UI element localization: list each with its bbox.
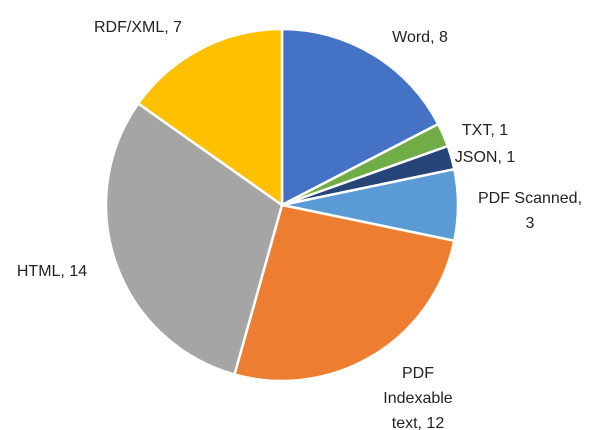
- pie-slice: [232, 203, 456, 383]
- label-line: PDF: [402, 365, 434, 382]
- pie-slice: [280, 27, 440, 208]
- slice-label: Word, 8: [392, 29, 448, 46]
- slice-label: HTML, 14: [17, 263, 87, 280]
- label-line: PDF Scanned,: [478, 190, 582, 207]
- pie-slice: [104, 101, 284, 377]
- pie-slice: [136, 27, 284, 208]
- label-line: 3: [526, 215, 535, 232]
- slice-label: PDF Scanned, 3: [478, 190, 582, 232]
- slice-label: JSON, 1: [455, 149, 516, 166]
- label-line: Word, 8: [392, 29, 448, 46]
- slice-label: TXT, 1: [462, 122, 508, 139]
- label-line: HTML, 14: [17, 263, 87, 280]
- label-line: text, 12: [392, 415, 445, 430]
- slice-label: RDF/XML, 7: [94, 19, 182, 36]
- label-line: JSON, 1: [455, 149, 516, 166]
- label-line: RDF/XML, 7: [94, 19, 182, 36]
- label-line: TXT, 1: [462, 122, 508, 139]
- slice-label: PDF Indexable text, 12: [383, 365, 452, 430]
- label-line: Indexable: [383, 390, 452, 407]
